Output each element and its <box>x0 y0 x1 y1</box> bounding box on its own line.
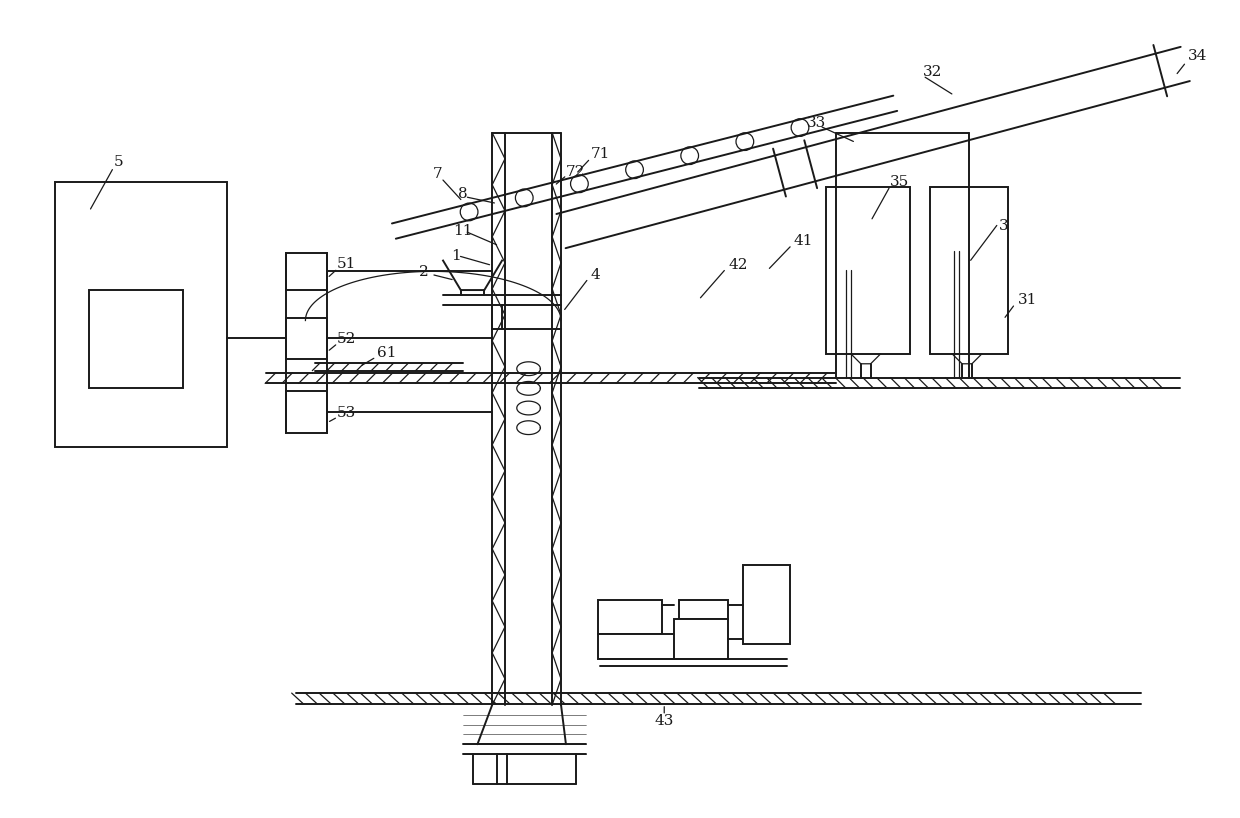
Bar <box>285 253 327 290</box>
Text: 5: 5 <box>114 155 123 169</box>
Text: 61: 61 <box>377 346 397 360</box>
Text: 72: 72 <box>565 165 585 179</box>
Bar <box>599 634 677 658</box>
Bar <box>930 187 1008 354</box>
Text: 4: 4 <box>590 268 600 282</box>
Bar <box>675 619 728 658</box>
Text: 34: 34 <box>1188 49 1208 63</box>
Text: 51: 51 <box>337 258 356 272</box>
Bar <box>743 565 790 644</box>
Text: 3: 3 <box>998 219 1008 233</box>
Text: 7: 7 <box>433 167 443 181</box>
Text: 1: 1 <box>451 249 461 263</box>
Text: 71: 71 <box>590 147 610 161</box>
Text: 2: 2 <box>418 265 428 280</box>
Text: 43: 43 <box>655 713 673 728</box>
Text: 31: 31 <box>1018 293 1038 307</box>
Text: 35: 35 <box>890 175 910 189</box>
Text: 42: 42 <box>728 258 748 272</box>
Bar <box>599 600 662 634</box>
Text: 11: 11 <box>453 224 472 238</box>
Text: 8: 8 <box>458 187 467 200</box>
Text: 53: 53 <box>337 406 356 420</box>
Text: 52: 52 <box>337 332 356 346</box>
Bar <box>285 317 327 359</box>
Bar <box>89 290 182 389</box>
Text: 41: 41 <box>794 234 813 248</box>
Bar <box>55 182 227 447</box>
Text: 32: 32 <box>923 65 942 79</box>
Bar <box>680 600 728 619</box>
Bar <box>285 391 327 433</box>
Text: 33: 33 <box>807 116 826 130</box>
Bar <box>826 187 910 354</box>
